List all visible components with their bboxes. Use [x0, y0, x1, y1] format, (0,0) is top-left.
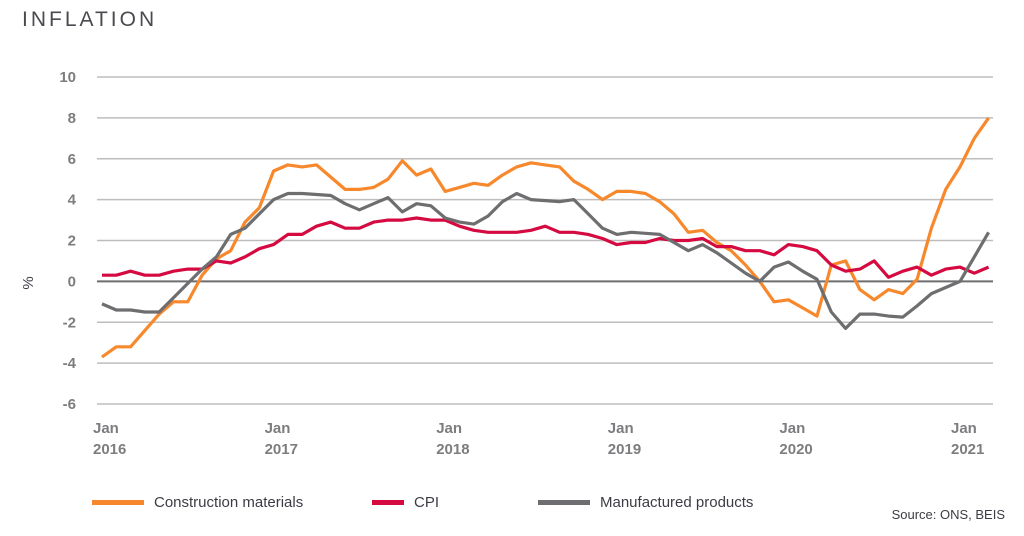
y-tick-label: 8	[68, 110, 76, 127]
x-tick-label-year: 2019	[608, 441, 641, 458]
source-note: Source: ONS, BEIS	[891, 507, 1005, 522]
y-tick-label: 2	[68, 233, 76, 250]
legend-swatch-construction	[92, 500, 144, 505]
x-tick-label-month: Jan	[951, 420, 977, 437]
legend-item-construction: Construction materials	[92, 494, 303, 511]
x-tick-label-month: Jan	[436, 420, 462, 437]
legend-item-manufactured: Manufactured products	[538, 494, 753, 511]
x-tick-label-month: Jan	[608, 420, 634, 437]
x-tick-label-month: Jan	[93, 420, 119, 437]
y-tick-label: 10	[59, 69, 76, 86]
legend-swatch-cpi	[372, 500, 404, 505]
series-line-construction-materials	[101, 116, 990, 359]
y-tick-label: 0	[68, 273, 76, 290]
chart-title: INFLATION	[22, 8, 158, 31]
x-tick-label-year: 2018	[436, 441, 469, 458]
x-tick-label-year: 2020	[779, 441, 812, 458]
series-line-manufactured-products	[101, 191, 990, 330]
x-tick-label-month: Jan	[265, 420, 291, 437]
legend-label-construction: Construction materials	[154, 494, 304, 511]
x-tick-label-year: 2016	[93, 441, 126, 458]
x-tick-label-year: 2017	[265, 441, 298, 458]
x-tick-label-year: 2021	[951, 441, 984, 458]
y-tick-label: 4	[68, 192, 77, 209]
y-tick-label: 6	[68, 151, 76, 168]
x-tick-label-month: Jan	[779, 420, 805, 437]
legend-label-cpi: CPI	[414, 494, 440, 511]
y-tick-label: -6	[63, 396, 76, 413]
legend-item-cpi: CPI	[372, 494, 439, 511]
legend-swatch-manufactured	[538, 500, 590, 505]
series-line-cpi	[102, 216, 990, 279]
y-tick-label: -4	[63, 355, 77, 372]
y-tick-label: -2	[63, 314, 76, 331]
legend-label-manufactured: Manufactured products	[600, 494, 754, 511]
y-axis-label: %	[20, 276, 37, 289]
